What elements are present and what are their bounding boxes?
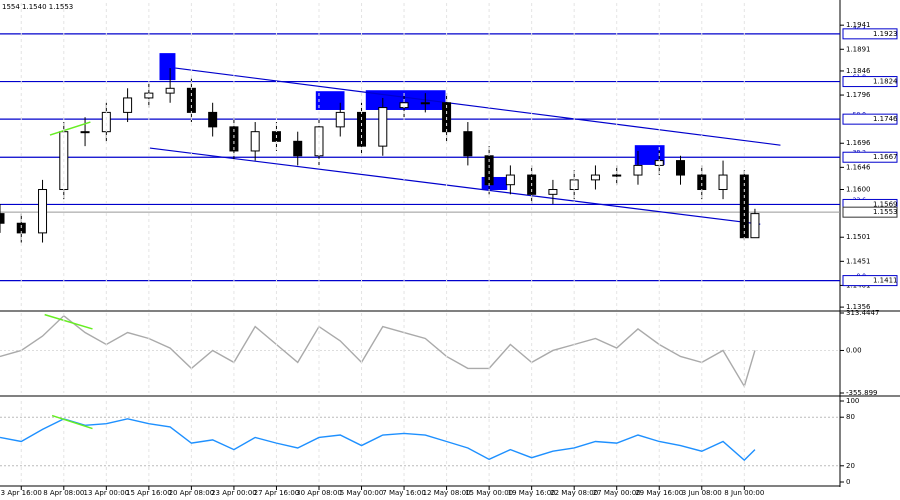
candle-body <box>123 97 133 113</box>
x-tick-label: 29 May 16:00 <box>635 489 683 497</box>
x-tick-label: 3 Jun 08:00 <box>682 489 722 497</box>
y-tick-label: -355.899 <box>846 389 877 397</box>
y-tick-label: 80 <box>846 413 855 421</box>
y-tick-label: 0.00 <box>846 346 862 354</box>
candle-body <box>590 174 600 181</box>
level-label: 1.1746 <box>873 115 898 123</box>
candle-body <box>80 131 90 134</box>
y-tick-label: 1.1846 <box>846 67 871 75</box>
y-tick-label: 0 <box>846 478 850 486</box>
x-tick-label: 5 May 00:00 <box>340 489 384 497</box>
y-tick-label: 100 <box>846 397 859 405</box>
level-box <box>842 28 898 40</box>
y-tick-label: 1.1451 <box>846 257 871 265</box>
x-tick-label: 7 May 16:00 <box>382 489 426 497</box>
level-box <box>842 151 898 163</box>
zone <box>634 145 665 165</box>
x-tick-label: 22 May 08:00 <box>550 489 598 497</box>
candle-body <box>165 87 175 94</box>
level-label: 1.1923 <box>873 30 898 38</box>
level-label: 1.1569 <box>873 200 898 208</box>
candle-body <box>633 164 643 176</box>
x-tick-label: 19 May 16:00 <box>508 489 556 497</box>
candle-body <box>335 111 345 128</box>
y-tick-label: 1.1646 <box>846 163 871 171</box>
candle-body <box>208 111 218 128</box>
candle-body <box>612 174 622 177</box>
level-label: 1.1411 <box>873 277 898 285</box>
y-tick-label: 1.1941 <box>846 21 871 29</box>
y-tick-label: 1.1696 <box>846 139 871 147</box>
zone <box>159 53 176 81</box>
x-tick-label: 13 Apr 00:00 <box>84 489 130 497</box>
y-tick-label: 1.1501 <box>846 233 871 241</box>
candle-body <box>378 107 388 147</box>
x-tick-label: 15 Apr 16:00 <box>126 489 172 497</box>
x-tick-label: 15 May 00:00 <box>465 489 513 497</box>
indicator-line <box>0 418 756 462</box>
x-tick-label: 27 May 00:00 <box>593 489 641 497</box>
candle-body <box>250 131 260 152</box>
candle-body <box>229 126 239 152</box>
candle-body <box>293 140 303 157</box>
x-tick-label: 8 Jun 00:00 <box>724 489 764 497</box>
candle-body <box>750 213 760 239</box>
x-tick-label: 3 Apr 16:00 <box>1 489 42 497</box>
y-tick-label: 1.1356 <box>846 303 871 311</box>
channel-line <box>149 147 761 225</box>
x-tick-label: 23 Apr 00:00 <box>211 489 257 497</box>
y-tick-label: 1.1891 <box>846 45 871 53</box>
level-box <box>842 76 898 88</box>
level-label: 1.1667 <box>873 153 898 161</box>
x-tick-label: 20 Apr 08:00 <box>169 489 215 497</box>
candle-body <box>463 131 473 157</box>
channel-line <box>175 67 781 146</box>
y-tick-label: 1.1796 <box>846 91 871 99</box>
candle-body <box>548 189 558 195</box>
x-tick-label: 8 Apr 08:00 <box>43 489 84 497</box>
divergence-line <box>51 414 93 430</box>
level-box <box>842 275 898 287</box>
indicator-line <box>0 314 756 389</box>
y-tick-label: 20 <box>846 462 855 470</box>
candle-body <box>101 111 111 133</box>
x-tick-label: 12 May 08:00 <box>423 489 471 497</box>
chart-title: 1554 1.1540 1.1553 <box>2 3 73 11</box>
level-box <box>842 113 898 125</box>
zone <box>315 91 345 110</box>
divergence-line <box>44 313 93 330</box>
current-label: 1.1553 <box>873 208 898 216</box>
divergence-line <box>49 121 91 136</box>
current-box <box>842 206 898 218</box>
candle-body <box>38 189 48 234</box>
x-tick-label: 30 Apr 08:00 <box>296 489 342 497</box>
candle-body <box>718 174 728 191</box>
level-label: 1.1824 <box>873 78 898 86</box>
candle-body <box>420 102 430 105</box>
y-tick-label: 1.1600 <box>846 186 871 194</box>
candle-body <box>676 160 686 176</box>
candle-body <box>0 213 5 224</box>
x-tick-label: 27 Apr 16:00 <box>254 489 300 497</box>
y-tick-label: 313.4447 <box>846 309 879 317</box>
candle-body <box>505 174 515 186</box>
